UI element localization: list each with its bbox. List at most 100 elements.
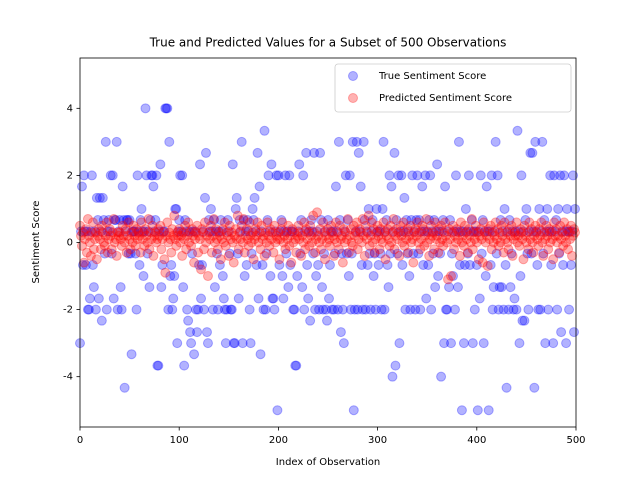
scatter-point [546, 227, 557, 238]
scatter-point [234, 215, 245, 226]
scatter-point [475, 224, 486, 235]
scatter-point [528, 247, 539, 258]
scatter-point [469, 234, 480, 245]
scatter-point [110, 234, 121, 245]
scatter-point [94, 234, 105, 245]
scatter-point [321, 230, 332, 241]
scatter-point [90, 304, 101, 315]
scatter-point [516, 227, 527, 238]
scatter-point [100, 230, 111, 241]
scatter-point [402, 248, 413, 259]
scatter-point [264, 240, 275, 251]
scatter-point [389, 244, 400, 255]
scatter-point [519, 220, 530, 231]
scatter-point [216, 234, 227, 245]
scatter-point [433, 247, 444, 258]
scatter-point [105, 230, 116, 241]
scatter-point [212, 304, 223, 315]
scatter-point [266, 234, 277, 245]
scatter-point [513, 230, 524, 241]
scatter-point [536, 217, 547, 228]
scatter-point [255, 349, 266, 360]
scatter-point [99, 248, 110, 259]
scatter-point [394, 250, 405, 261]
scatter-point [227, 237, 238, 248]
scatter-point [154, 230, 165, 241]
scatter-point [222, 215, 233, 226]
scatter-point [359, 215, 370, 226]
scatter-point [487, 227, 498, 238]
scatter-point [505, 282, 516, 293]
scatter-point [92, 230, 103, 241]
scatter-point [356, 237, 367, 248]
scatter-point [489, 230, 500, 241]
scatter-point [207, 304, 218, 315]
scatter-point [442, 237, 453, 248]
scatter-point [283, 220, 294, 231]
scatter-point [239, 247, 250, 258]
scatter-point [175, 170, 186, 181]
scatter-point [136, 203, 147, 214]
scatter-point [390, 360, 401, 371]
scatter-point [219, 304, 230, 315]
scatter-point [262, 217, 273, 228]
scatter-point [527, 147, 538, 158]
scatter-point [195, 159, 206, 170]
scatter-point [174, 215, 185, 226]
scatter-point [431, 226, 442, 237]
scatter-point [316, 215, 327, 226]
scatter-point [404, 230, 415, 241]
scatter-point [380, 254, 391, 265]
scatter-point [401, 215, 412, 226]
scatter-point [228, 338, 239, 349]
scatter-point [503, 244, 514, 255]
scatter-point [391, 215, 402, 226]
scatter-point [137, 234, 148, 245]
scatter-point [277, 217, 288, 228]
scatter-point [247, 203, 258, 214]
scatter-point [87, 259, 98, 270]
scatter-point [456, 237, 467, 248]
scatter-point [204, 234, 215, 245]
scatter-point [436, 220, 447, 231]
scatter-point [250, 226, 261, 237]
scatter-point [378, 136, 389, 147]
scatter-point [156, 282, 167, 293]
scatter-point [181, 244, 192, 255]
scatter-point [272, 405, 283, 416]
scatter-point [341, 248, 352, 259]
scatter-point [255, 244, 266, 255]
scatter-point [405, 304, 416, 315]
scatter-point [278, 293, 289, 304]
scatter-point [114, 227, 125, 238]
scatter-point [109, 237, 120, 248]
scatter-point [86, 227, 97, 238]
scatter-point [504, 215, 515, 226]
scatter-point [227, 159, 238, 170]
scatter-point [346, 248, 357, 259]
scatter-point [527, 237, 538, 248]
scatter-point [157, 234, 168, 245]
scatter-point [184, 226, 195, 237]
scatter-point [312, 207, 323, 218]
scatter-point [518, 254, 529, 265]
scatter-point [532, 234, 543, 245]
scatter-point [535, 230, 546, 241]
scatter-point [408, 257, 419, 268]
scatter-point [122, 215, 133, 226]
scatter-point [201, 230, 212, 241]
scatter-point [138, 227, 149, 238]
scatter-point [380, 226, 391, 237]
scatter-point [438, 215, 449, 226]
scatter-point [484, 234, 495, 245]
scatter-point [363, 210, 374, 221]
scatter-point [343, 247, 354, 258]
scatter-point [537, 237, 548, 248]
scatter-point [445, 234, 456, 245]
scatter-point [132, 234, 143, 245]
scatter-point [340, 227, 351, 238]
scatter-point [257, 234, 268, 245]
scatter-point [156, 244, 167, 255]
scatter-point [425, 170, 436, 181]
scatter-point [93, 293, 104, 304]
